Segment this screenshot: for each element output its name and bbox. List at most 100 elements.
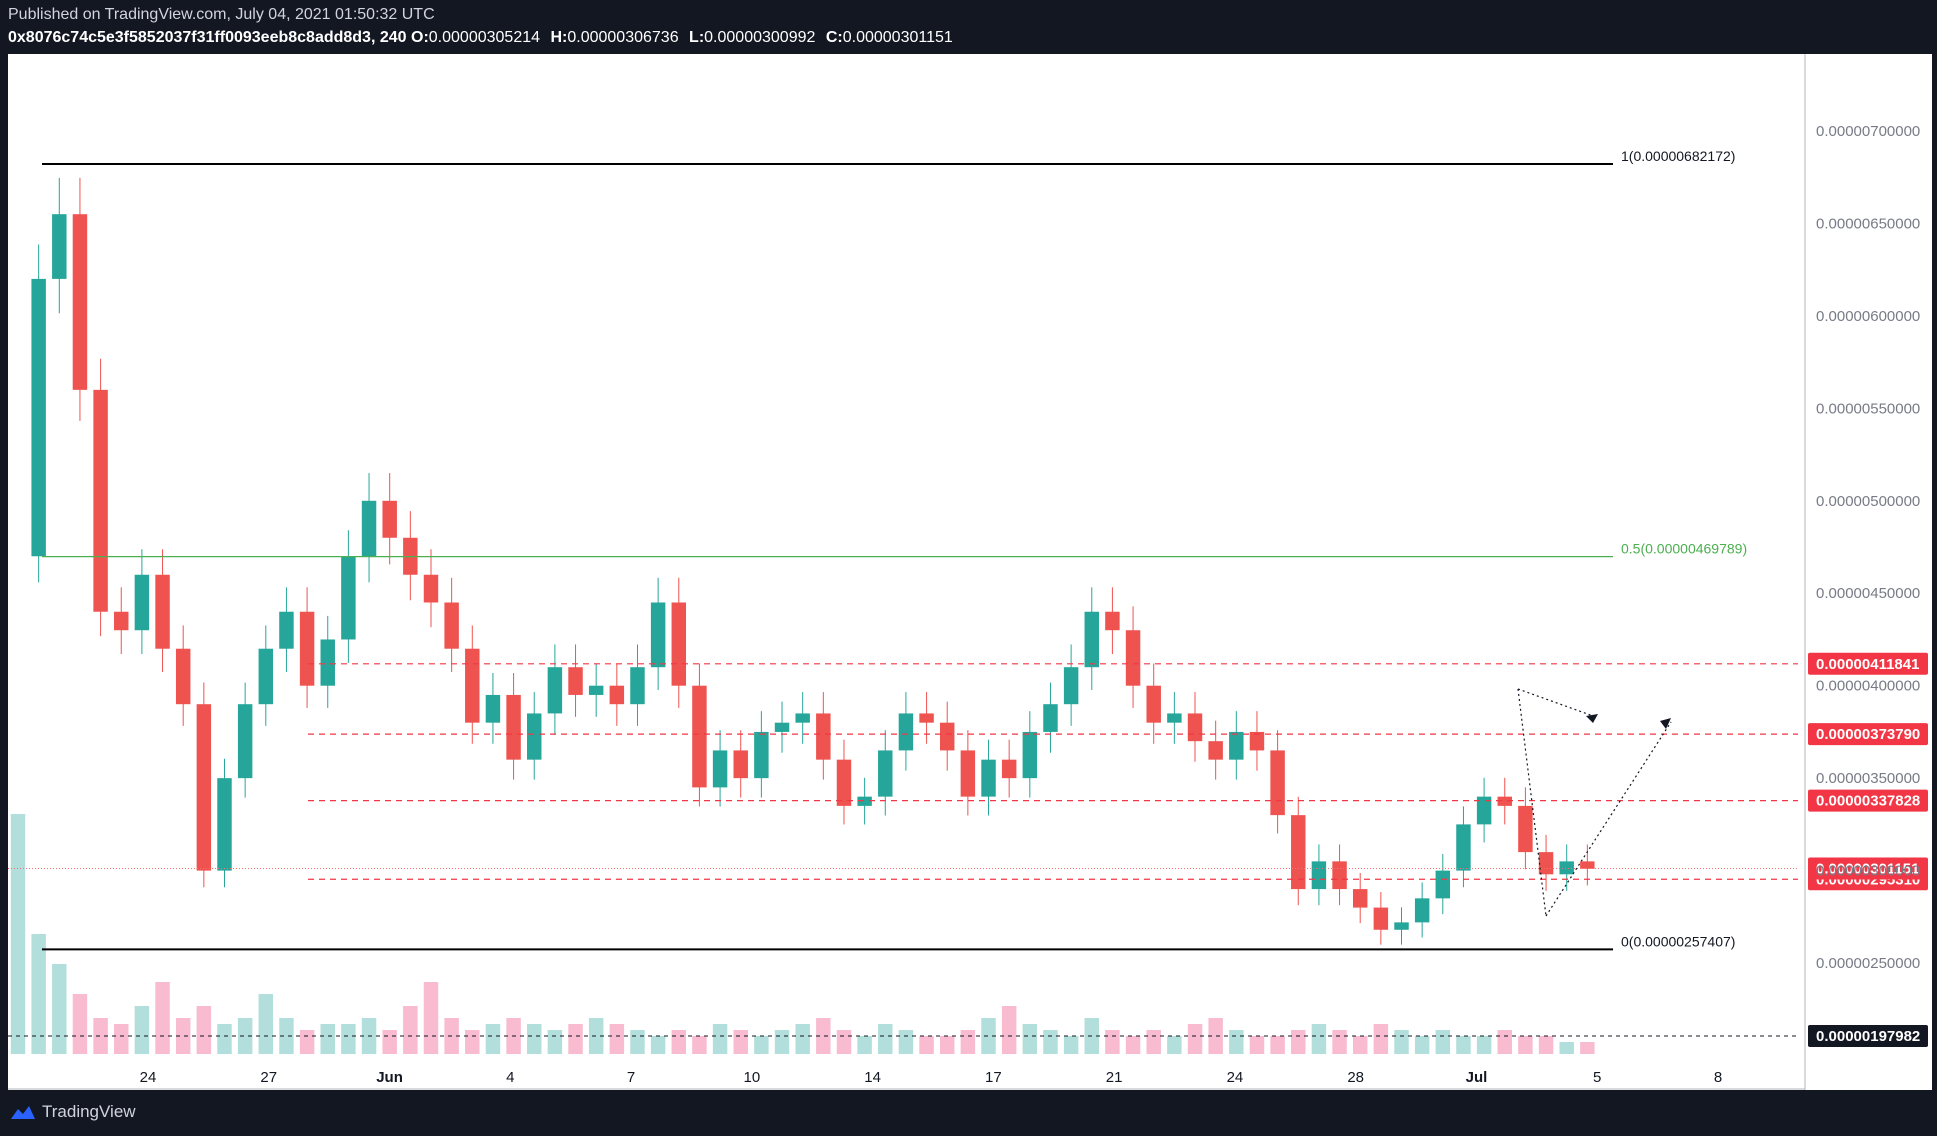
volume-bar — [175, 1018, 191, 1054]
candle[interactable] — [857, 777, 872, 825]
candle[interactable] — [754, 711, 769, 798]
candle[interactable] — [1022, 711, 1038, 798]
low-label: L: — [689, 29, 705, 46]
volume-bar — [1518, 1036, 1533, 1054]
candle[interactable] — [361, 473, 377, 583]
candle[interactable] — [1497, 777, 1512, 825]
candle[interactable] — [1394, 907, 1409, 945]
candle[interactable] — [1414, 882, 1430, 938]
price-chart[interactable]: 0.000004118410.000003737900.000003378280… — [8, 54, 1932, 1090]
symbol-label[interactable]: 0x8076c74c5e3f5852037f31ff0093eeb8c8add8… — [8, 29, 407, 46]
tradingview-brand[interactable]: TradingView — [10, 1102, 136, 1122]
candle[interactable] — [816, 692, 831, 780]
time-axis[interactable]: 24 27 Jun 4 7 10 14 17 21 24 28 Jul 5 8 — [140, 1069, 1723, 1086]
candle[interactable] — [1125, 606, 1141, 708]
candle[interactable] — [919, 692, 934, 744]
candle[interactable] — [733, 730, 748, 798]
candle[interactable] — [671, 577, 687, 708]
candle[interactable] — [279, 587, 294, 673]
candle[interactable] — [1208, 720, 1223, 780]
candle-body — [320, 639, 335, 686]
candle[interactable] — [299, 587, 315, 708]
candle[interactable] — [1001, 739, 1017, 798]
candle[interactable] — [712, 730, 728, 807]
candle[interactable] — [588, 663, 604, 717]
candle[interactable] — [1229, 711, 1244, 780]
candle[interactable] — [485, 673, 501, 744]
candle[interactable] — [898, 692, 914, 771]
projection-path-c[interactable] — [1545, 721, 1672, 917]
candle[interactable] — [52, 177, 67, 314]
candle[interactable] — [568, 644, 583, 717]
candle[interactable] — [1476, 777, 1492, 843]
volume-bar — [299, 1030, 315, 1054]
candle[interactable] — [527, 692, 542, 780]
candle[interactable] — [1456, 806, 1471, 888]
candle[interactable] — [1146, 663, 1161, 744]
candle[interactable] — [1043, 682, 1058, 753]
volume-bar — [1352, 1036, 1368, 1054]
volume-bar — [568, 1024, 583, 1054]
candle[interactable] — [1538, 834, 1554, 891]
candle[interactable] — [320, 615, 335, 708]
candle[interactable] — [836, 739, 852, 825]
candle[interactable] — [1559, 844, 1574, 891]
candle[interactable] — [939, 701, 955, 771]
candle[interactable] — [382, 473, 397, 565]
candle[interactable] — [155, 549, 170, 673]
chart-area[interactable]: 0.00000411841 0.00000373790 0.00000337828 0… — [8, 54, 1932, 1090]
candle[interactable] — [217, 758, 232, 888]
projection-path-b[interactable] — [1517, 688, 1547, 917]
candle[interactable] — [774, 701, 790, 753]
candle[interactable] — [960, 730, 976, 816]
candle[interactable] — [1249, 711, 1265, 771]
candle[interactable] — [175, 625, 191, 726]
projection-arrows[interactable] — [1508, 688, 1672, 917]
candle[interactable] — [134, 549, 150, 655]
fib-retracement[interactable]: 1(0.00000682172) 0.5(0.00000469789) 0(0.00… — [42, 148, 1747, 951]
candle[interactable] — [1084, 587, 1099, 690]
candle[interactable] — [341, 530, 356, 664]
volume-bar — [1476, 1036, 1492, 1054]
candle[interactable] — [506, 673, 521, 780]
candle[interactable] — [1352, 873, 1368, 924]
volume-bar — [52, 964, 67, 1054]
candle[interactable] — [72, 177, 88, 421]
candle-body — [93, 389, 108, 612]
volume-bar — [1270, 1036, 1285, 1054]
candle[interactable] — [692, 663, 707, 807]
candle[interactable] — [650, 577, 666, 690]
candle-body — [444, 602, 459, 649]
candle[interactable] — [1291, 796, 1306, 906]
candle[interactable] — [1518, 787, 1533, 870]
candle[interactable] — [1435, 853, 1451, 915]
candle[interactable] — [981, 739, 996, 816]
candle-body — [774, 722, 790, 732]
candle[interactable] — [237, 682, 253, 798]
candle[interactable] — [1105, 587, 1120, 655]
candle[interactable] — [465, 625, 480, 744]
price-axis[interactable]: 0.00000700000 0.00000650000 0.00000600000 0… — [1816, 123, 1920, 972]
candle[interactable] — [1270, 730, 1285, 834]
candle[interactable] — [423, 549, 439, 628]
projection-path-a[interactable] — [1517, 688, 1597, 718]
horizontal-levels[interactable]: 0.00000411841 0.00000373790 0.00000337828 0… — [8, 652, 1928, 1047]
candle[interactable] — [795, 692, 810, 744]
candle[interactable] — [444, 577, 459, 673]
candle[interactable] — [31, 244, 46, 583]
candle[interactable] — [114, 587, 129, 655]
chart-background — [8, 54, 1932, 1090]
candle[interactable] — [1063, 644, 1079, 726]
candle[interactable] — [93, 358, 108, 637]
candle[interactable] — [196, 682, 212, 888]
volume-bars — [10, 814, 1595, 1054]
volume-bar — [72, 994, 88, 1054]
candle[interactable] — [547, 644, 563, 735]
candle[interactable] — [1167, 692, 1182, 744]
candle[interactable] — [609, 663, 625, 726]
candle[interactable] — [878, 730, 893, 816]
candle[interactable] — [630, 644, 645, 726]
candle[interactable] — [258, 625, 274, 726]
candle[interactable] — [1373, 892, 1389, 945]
x-tick-label: 8 — [1714, 1069, 1722, 1086]
